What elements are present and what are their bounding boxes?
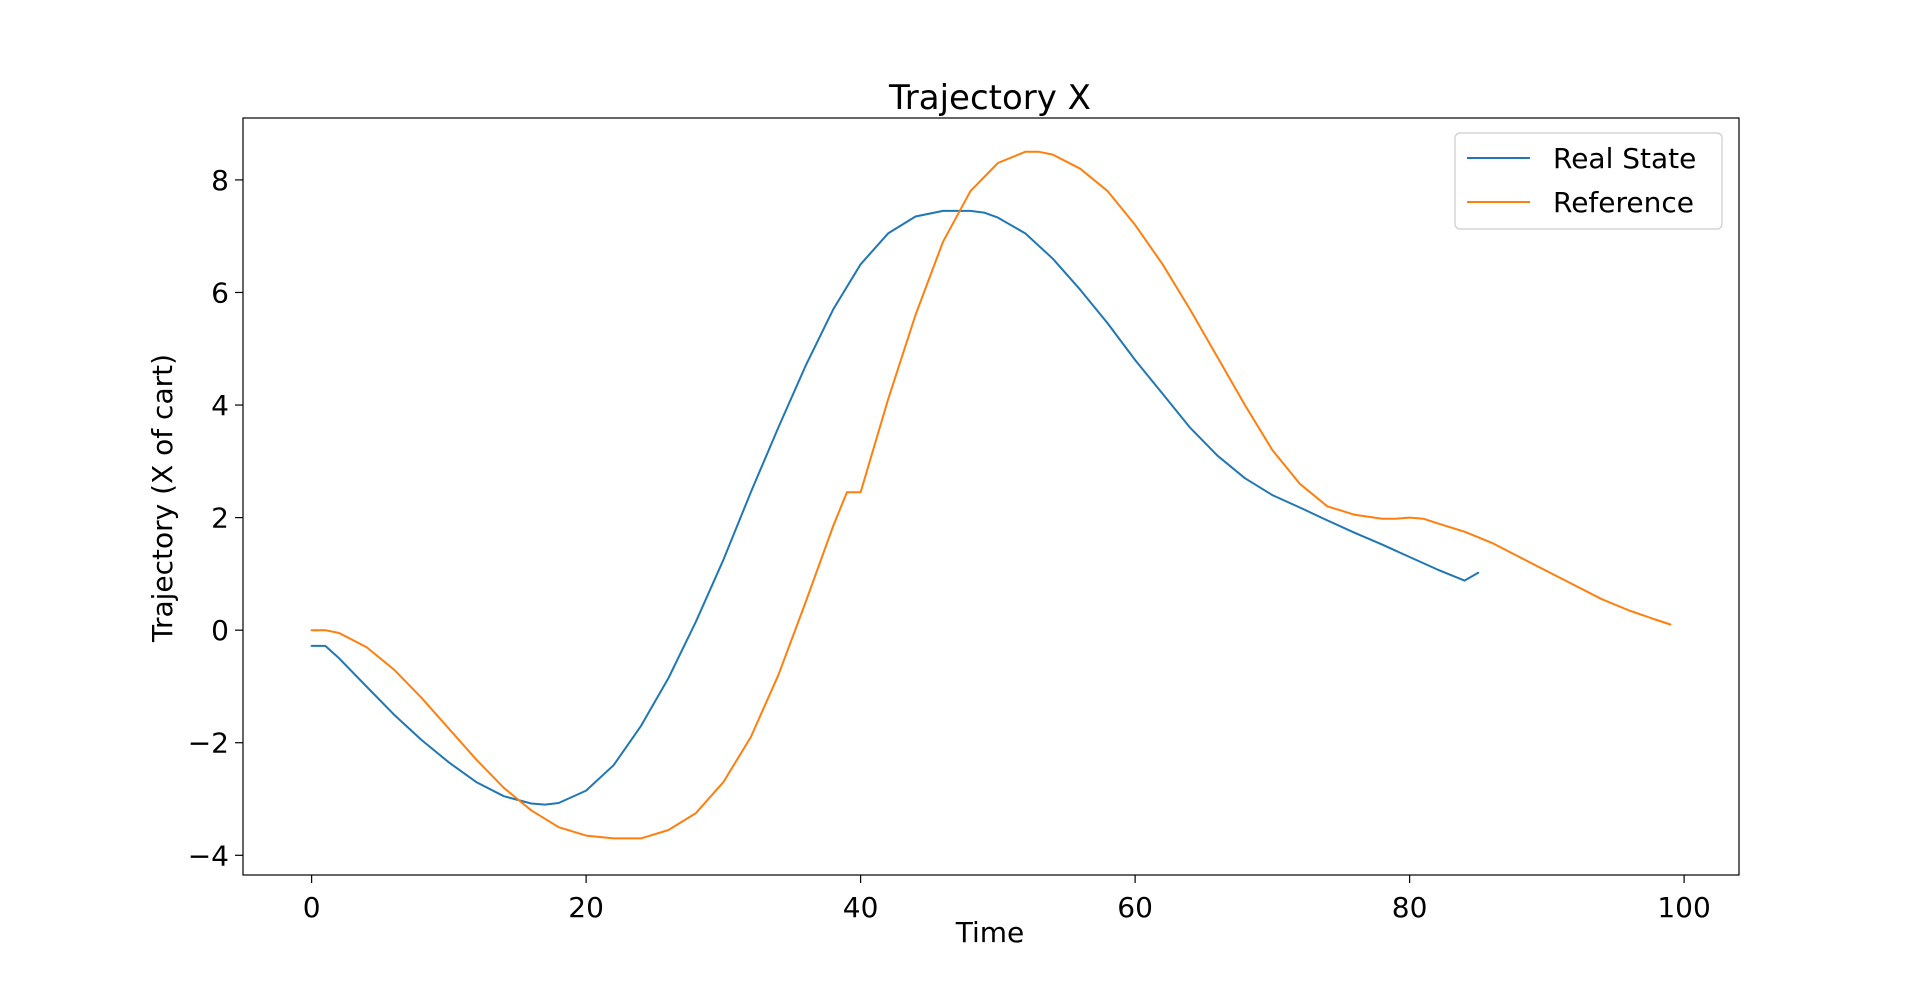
x-tick-label: 0 [303, 891, 321, 924]
y-axis-ticks: −4 −2 0 2 4 6 8 [188, 164, 243, 872]
x-tick-label: 80 [1392, 891, 1428, 924]
y-tick-label: −4 [188, 839, 229, 872]
series-line-reference [310, 150, 1672, 840]
y-tick-label: 2 [211, 502, 229, 535]
x-axis-ticks: 0 20 40 60 80 100 [303, 875, 1711, 924]
legend: Real State Reference [1454, 132, 1723, 230]
y-axis-label: Trajectory (X of cart) [146, 354, 179, 643]
y-tick-label: 6 [211, 276, 229, 309]
chart-title: Trajectory X [888, 78, 1091, 118]
x-tick-label: 60 [1117, 891, 1153, 924]
plot-frame [242, 117, 1740, 876]
x-tick-label: 20 [568, 891, 604, 924]
y-tick-label: −2 [188, 727, 229, 760]
series-layer [310, 150, 1672, 840]
x-tick-label: 40 [843, 891, 879, 924]
y-tick-label: 4 [211, 389, 229, 422]
series-line-real-state [310, 209, 1480, 806]
x-axis-label: Time [955, 916, 1025, 949]
y-tick-label: 8 [211, 164, 229, 197]
legend-label-real-state: Real State [1553, 142, 1696, 175]
y-tick-label: 0 [211, 614, 229, 647]
legend-label-reference: Reference [1553, 186, 1694, 219]
x-tick-label: 100 [1657, 891, 1710, 924]
